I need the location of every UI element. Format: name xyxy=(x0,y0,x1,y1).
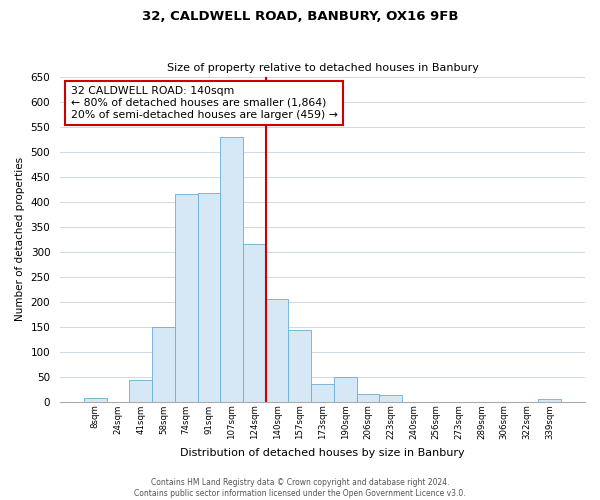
Bar xyxy=(84,398,107,402)
Bar xyxy=(243,244,266,402)
Bar xyxy=(289,330,311,402)
Bar xyxy=(220,136,243,402)
Bar xyxy=(152,326,175,402)
Bar xyxy=(197,193,220,402)
Bar xyxy=(175,194,197,402)
Bar xyxy=(356,394,379,402)
Bar xyxy=(130,380,152,402)
Text: 32, CALDWELL ROAD, BANBURY, OX16 9FB: 32, CALDWELL ROAD, BANBURY, OX16 9FB xyxy=(142,10,458,23)
Bar xyxy=(379,394,402,402)
Bar xyxy=(311,384,334,402)
Bar xyxy=(334,377,356,402)
Bar xyxy=(538,398,561,402)
Text: Contains HM Land Registry data © Crown copyright and database right 2024.
Contai: Contains HM Land Registry data © Crown c… xyxy=(134,478,466,498)
Y-axis label: Number of detached properties: Number of detached properties xyxy=(15,157,25,321)
Bar xyxy=(266,299,289,402)
Title: Size of property relative to detached houses in Banbury: Size of property relative to detached ho… xyxy=(167,63,478,73)
X-axis label: Distribution of detached houses by size in Banbury: Distribution of detached houses by size … xyxy=(180,448,465,458)
Text: 32 CALDWELL ROAD: 140sqm
← 80% of detached houses are smaller (1,864)
20% of sem: 32 CALDWELL ROAD: 140sqm ← 80% of detach… xyxy=(71,86,337,120)
